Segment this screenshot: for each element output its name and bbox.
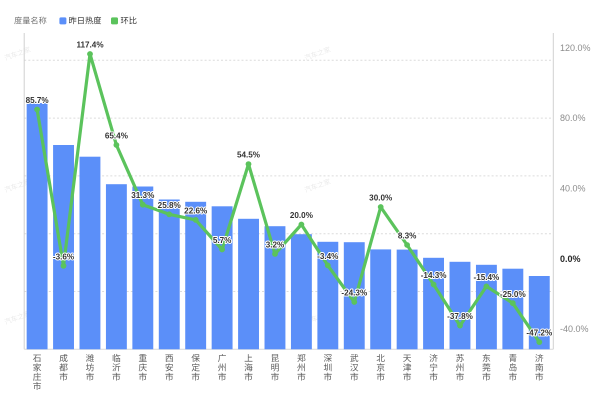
svg-text:54.5%: 54.5% [237, 151, 261, 160]
svg-text:-37.8%: -37.8% [447, 312, 474, 321]
svg-text:5.7%: 5.7% [213, 236, 232, 245]
svg-text:40.0%: 40.0% [560, 184, 586, 194]
svg-text:-14.3%: -14.3% [421, 271, 448, 280]
svg-text:117.4%: 117.4% [76, 41, 104, 50]
svg-text:-40.0%: -40.0% [560, 324, 589, 334]
svg-text:25.8%: 25.8% [158, 201, 182, 210]
svg-text:65.4%: 65.4% [105, 132, 129, 141]
svg-text:120.0%: 120.0% [560, 43, 591, 53]
svg-text:85.7%: 85.7% [26, 96, 50, 105]
svg-text:-47.2%: -47.2% [526, 329, 553, 338]
svg-text:20.0%: 20.0% [290, 211, 314, 220]
svg-text:-24.3%: -24.3% [341, 289, 368, 298]
svg-text:3.2%: 3.2% [266, 240, 285, 249]
svg-text:30.0%: 30.0% [369, 194, 393, 203]
svg-text:22.6%: 22.6% [184, 206, 208, 215]
svg-text:8.3%: 8.3% [398, 232, 417, 241]
svg-text:-3.6%: -3.6% [53, 252, 75, 261]
svg-text:-3.4%: -3.4% [317, 252, 339, 261]
svg-text:0.0%: 0.0% [560, 254, 581, 264]
svg-text:31.3%: 31.3% [131, 191, 155, 200]
svg-text:-25.0%: -25.0% [500, 290, 527, 299]
svg-text:80.0%: 80.0% [560, 113, 586, 123]
svg-text:-15.4%: -15.4% [474, 273, 501, 282]
